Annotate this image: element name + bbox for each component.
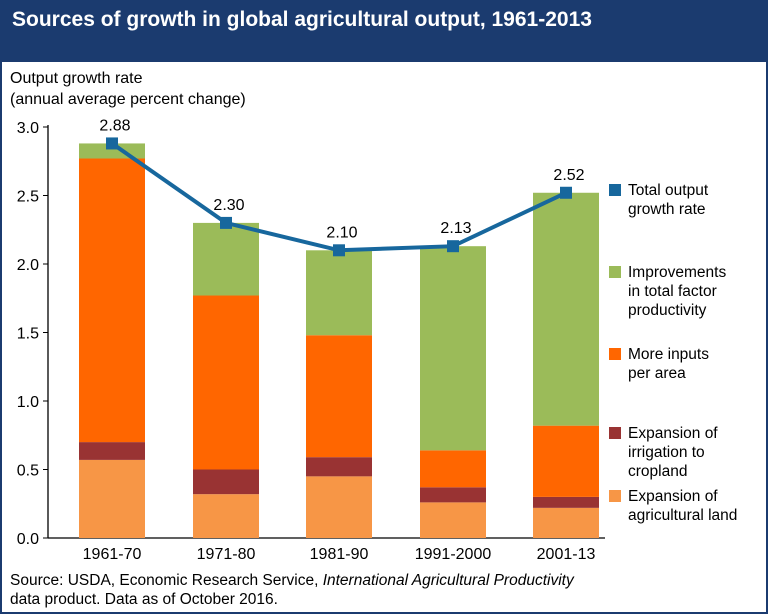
y-tick-label: 1.0 (17, 394, 39, 411)
legend-label-line: Improvements (628, 264, 727, 281)
x-tick-label: 1961-70 (83, 546, 142, 563)
legend-label-line: More inputs (628, 346, 709, 363)
bar-segment (533, 507, 599, 538)
legend-swatch (609, 490, 621, 502)
x-tick-label: 1981-90 (310, 546, 369, 563)
bar-segment (533, 425, 599, 497)
legend-label-line: Expansion of (628, 425, 718, 442)
line-marker (560, 186, 572, 199)
bar-segment (79, 459, 145, 538)
source-suffix: data product. Data as of October 2016. (10, 591, 278, 608)
bar-segment (420, 450, 486, 488)
legend-label-line: Total output (628, 182, 709, 199)
bar-segment (306, 335, 372, 458)
bar-segment (193, 469, 259, 495)
title-bar: Sources of growth in global agricultural… (0, 0, 768, 62)
bar-segment (193, 222, 259, 296)
data-label: 2.88 (99, 117, 130, 134)
legend-label: Improvements in total factor productivity (628, 263, 726, 320)
bar-segment (306, 476, 372, 538)
y-tick-label: 2.5 (17, 189, 39, 206)
bar-segment (193, 494, 259, 538)
legend-label-line: cropland (628, 463, 688, 480)
y-axis-label-line1: Output growth rate (10, 70, 143, 87)
data-label: 2.13 (440, 220, 471, 237)
legend-swatch (609, 184, 621, 196)
line-marker (447, 240, 459, 253)
source-note: Source: USDA, Economic Research Service,… (10, 571, 574, 609)
bar-segment (533, 496, 599, 508)
bar-segment (193, 295, 259, 470)
bar-segment (420, 246, 486, 451)
line-marker (333, 244, 345, 257)
x-tick-label: 2001-13 (537, 546, 596, 563)
legend-swatch (609, 266, 621, 278)
data-label: 2.10 (326, 224, 357, 241)
legend-label-line: per area (628, 365, 686, 382)
legend-label-line: productivity (628, 302, 707, 319)
legend-swatch (609, 348, 621, 360)
data-label: 2.52 (553, 167, 584, 184)
chart-title: Sources of growth in global agricultural… (12, 8, 592, 31)
legend-label: More inputs per area (628, 345, 709, 383)
y-tick-label: 3.0 (17, 120, 39, 137)
y-tick-label: 1.5 (17, 326, 39, 343)
y-tick-label: 2.0 (17, 257, 39, 274)
y-axis-label: Output growth rate (annual average perce… (10, 68, 246, 110)
legend-swatch (609, 427, 621, 439)
bar-segment (79, 158, 145, 443)
legend-label-line: Expansion of (628, 488, 718, 505)
bar-segment (420, 502, 486, 538)
bar-segment (533, 192, 599, 426)
legend-label: Expansion of irrigation to cropland (628, 424, 718, 481)
x-tick-label: 1971-80 (197, 546, 256, 563)
x-tick-label: 1991-2000 (415, 546, 492, 563)
bar-segment (306, 457, 372, 477)
legend-label-line: irrigation to (628, 444, 705, 461)
bar-segment (79, 442, 145, 460)
y-tick-label: 0.0 (17, 531, 39, 548)
legend-label-line: agricultural land (628, 507, 738, 524)
line-marker (220, 216, 232, 229)
bar-segment (420, 487, 486, 503)
y-axis-label-line2: (annual average percent change) (10, 91, 246, 108)
legend-label: Expansion of agricultural land (628, 487, 737, 525)
legend-label-line: in total factor (628, 283, 717, 300)
source-prefix: Source: USDA, Economic Research Service, (10, 572, 323, 589)
bar-segment (306, 250, 372, 336)
data-label: 2.30 (213, 197, 244, 214)
y-tick-label: 0.5 (17, 463, 39, 480)
legend-label: Total output growth rate (628, 181, 708, 219)
source-title: International Agricultural Productivity (322, 572, 574, 589)
line-marker (106, 137, 118, 150)
legend-label-line: growth rate (628, 201, 706, 218)
